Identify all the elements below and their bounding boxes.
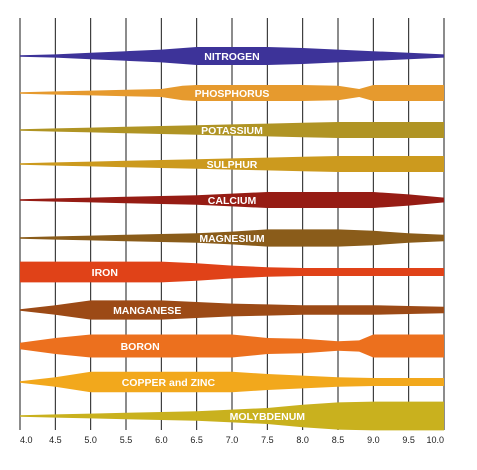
- band-boron: BORON: [20, 334, 444, 358]
- band-shape: [20, 47, 444, 65]
- x-tick-label: 7.5: [261, 435, 274, 445]
- x-tick-label: 9.5: [402, 435, 415, 445]
- band-phosphorus: PHOSPHORUS: [20, 85, 444, 101]
- band-shape: [20, 261, 444, 283]
- x-tick-label: 8.5: [332, 435, 345, 445]
- band-label: NITROGEN: [204, 51, 259, 63]
- band-label: COPPER and ZINC: [122, 377, 216, 389]
- band-label: CALCIUM: [208, 195, 257, 207]
- band-shape: [20, 371, 444, 393]
- x-tick-label: 6.0: [155, 435, 168, 445]
- vertical-gridlines: [19, 18, 445, 430]
- band-calcium: CALCIUM: [20, 192, 444, 208]
- band-label: MOLYBDENUM: [230, 411, 306, 423]
- x-tick-label: 5.5: [120, 435, 133, 445]
- band-shape: [20, 334, 444, 358]
- band-shape: [20, 156, 444, 172]
- band-shape: [20, 85, 444, 101]
- x-tick-label: 5.0: [84, 435, 97, 445]
- band-iron: IRON: [20, 261, 444, 283]
- band-shape: [20, 229, 444, 247]
- x-tick-label: 6.5: [190, 435, 203, 445]
- band-shape: [20, 300, 444, 320]
- band-label: MANGANESE: [113, 305, 181, 317]
- x-tick-label: 9.0: [367, 435, 380, 445]
- band-manganese: MANGANESE: [20, 300, 444, 320]
- band-nitrogen: NITROGEN: [20, 47, 444, 65]
- band-copper-and-zinc: COPPER and ZINC: [20, 371, 444, 393]
- band-label: SULPHUR: [207, 159, 258, 171]
- band-shape: [20, 401, 444, 431]
- band-sulphur: SULPHUR: [20, 156, 444, 172]
- band-shape: [20, 192, 444, 208]
- band-label: PHOSPHORUS: [195, 88, 270, 100]
- band-shape: [20, 122, 444, 138]
- x-tick-label: 10.0: [426, 435, 444, 445]
- band-magnesium: MAGNESIUM: [20, 229, 444, 247]
- x-tick-label: 4.5: [49, 435, 62, 445]
- band-label: BORON: [121, 341, 160, 353]
- x-tick-label: 7.0: [226, 435, 239, 445]
- band-potassium: POTASSIUM: [20, 122, 444, 138]
- x-tick-label: 4.0: [20, 435, 33, 445]
- nutrient-bands: NITROGEN PHOSPHORUS POTASSIUM SULPHUR CALCIU…: [20, 47, 444, 431]
- x-axis-tick-labels: 4.0 4.5 5.0 5.5 6.0 6.5 7.0 7.5 8.0 8.5 9.0 9.5 10.0: [20, 435, 444, 445]
- band-label: POTASSIUM: [201, 125, 263, 137]
- band-label: MAGNESIUM: [199, 233, 265, 245]
- x-tick-label: 8.0: [296, 435, 309, 445]
- band-molybdenum: MOLYBDENUM: [20, 401, 444, 431]
- band-label: IRON: [92, 267, 118, 279]
